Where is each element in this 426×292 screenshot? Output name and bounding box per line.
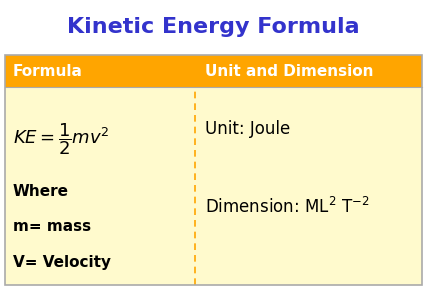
Bar xyxy=(5,87,421,285)
Text: Unit and Dimension: Unit and Dimension xyxy=(204,63,372,79)
Text: m= mass: m= mass xyxy=(13,220,91,234)
Text: Kinetic Energy Formula: Kinetic Energy Formula xyxy=(67,17,359,37)
Text: Where: Where xyxy=(13,185,69,199)
Text: Unit: Joule: Unit: Joule xyxy=(204,120,289,138)
Text: Formula: Formula xyxy=(13,63,83,79)
Text: V= Velocity: V= Velocity xyxy=(13,255,111,270)
Bar xyxy=(5,55,421,87)
Bar xyxy=(5,55,421,285)
Text: $KE = \dfrac{1}{2}mv^2$: $KE = \dfrac{1}{2}mv^2$ xyxy=(13,121,109,157)
Text: Dimension: ML$^2$ T$^{-2}$: Dimension: ML$^2$ T$^{-2}$ xyxy=(204,197,368,217)
